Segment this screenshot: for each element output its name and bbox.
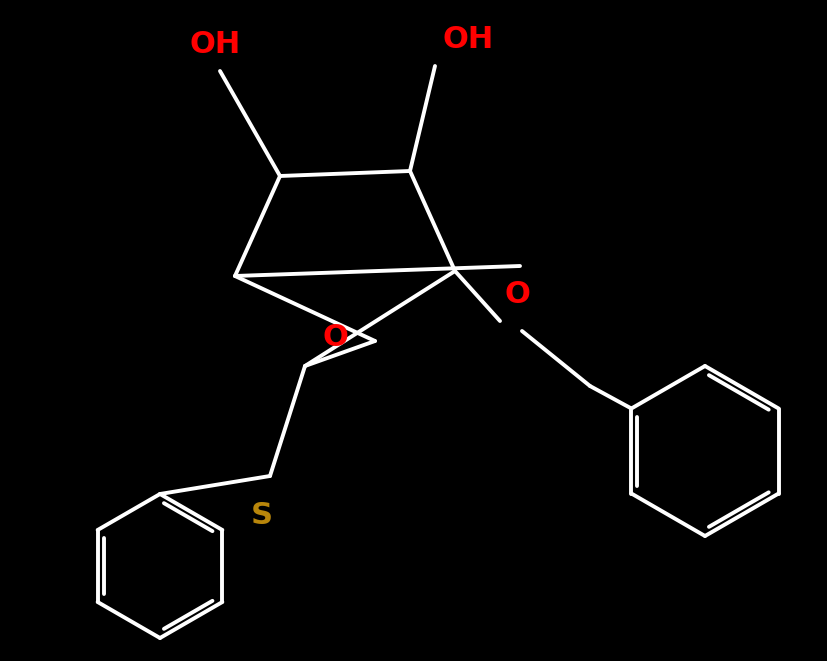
Text: O: O [322, 323, 348, 352]
Text: O: O [505, 280, 531, 309]
Text: OH: OH [443, 25, 495, 54]
Text: S: S [251, 501, 273, 530]
Text: OH: OH [189, 30, 241, 59]
